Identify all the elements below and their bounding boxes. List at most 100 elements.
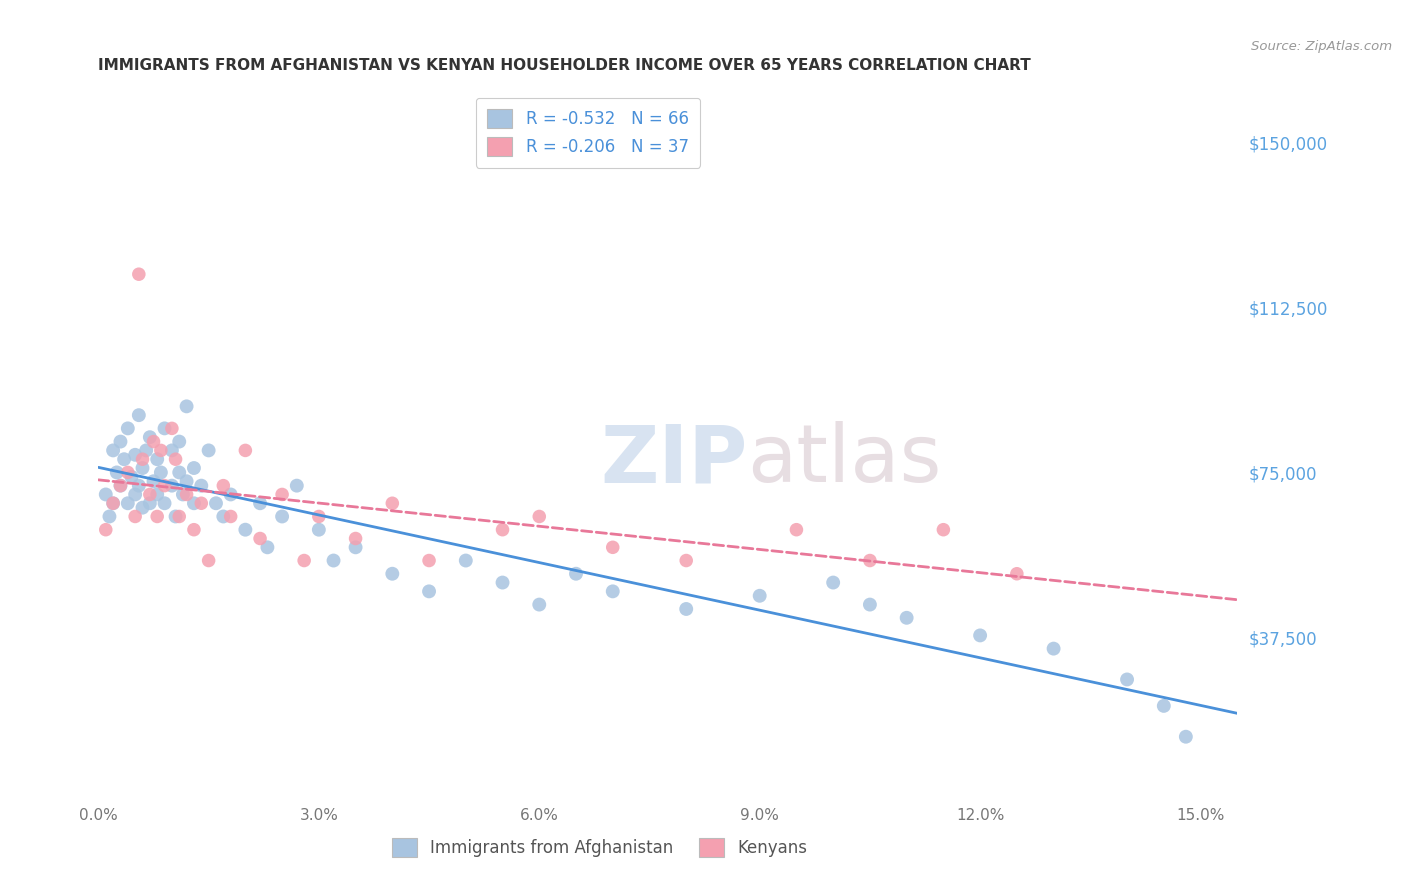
Point xyxy=(160,478,183,492)
Point xyxy=(896,611,918,625)
Point xyxy=(183,496,205,510)
Point xyxy=(675,553,697,567)
Point xyxy=(183,461,205,475)
Point xyxy=(121,470,143,484)
Point xyxy=(167,434,190,449)
Point xyxy=(529,598,551,612)
Point xyxy=(149,466,172,480)
Point xyxy=(1005,566,1028,581)
Point xyxy=(271,487,294,501)
Point xyxy=(322,553,344,567)
Point xyxy=(176,400,198,414)
Text: Source: ZipAtlas.com: Source: ZipAtlas.com xyxy=(1251,40,1392,54)
Point xyxy=(124,509,146,524)
Point xyxy=(197,553,219,567)
Point xyxy=(292,553,315,567)
Point xyxy=(602,584,624,599)
Point xyxy=(117,466,139,480)
Point xyxy=(212,478,235,492)
Point xyxy=(176,487,198,501)
Point xyxy=(153,496,176,510)
Point xyxy=(172,487,194,501)
Point xyxy=(110,478,132,492)
Point xyxy=(418,553,440,567)
Point xyxy=(308,509,330,524)
Point xyxy=(212,509,235,524)
Point xyxy=(344,541,367,555)
Point xyxy=(176,475,198,489)
Point xyxy=(160,421,183,435)
Legend: Immigrants from Afghanistan, Kenyans: Immigrants from Afghanistan, Kenyans xyxy=(384,830,815,866)
Point xyxy=(602,541,624,555)
Point xyxy=(344,532,367,546)
Point xyxy=(249,532,271,546)
Point xyxy=(105,466,128,480)
Point xyxy=(135,443,157,458)
Point xyxy=(131,500,153,515)
Point xyxy=(110,434,132,449)
Point xyxy=(101,443,124,458)
Point xyxy=(183,523,205,537)
Point xyxy=(748,589,770,603)
Point xyxy=(565,566,588,581)
Text: IMMIGRANTS FROM AFGHANISTAN VS KENYAN HOUSEHOLDER INCOME OVER 65 YEARS CORRELATI: IMMIGRANTS FROM AFGHANISTAN VS KENYAN HO… xyxy=(98,58,1031,73)
Point xyxy=(418,584,440,599)
Point xyxy=(785,523,807,537)
Point xyxy=(146,487,169,501)
Point xyxy=(139,496,162,510)
Point xyxy=(859,553,882,567)
Point xyxy=(139,430,162,444)
Text: ZIP: ZIP xyxy=(600,421,748,500)
Point xyxy=(823,575,845,590)
Point xyxy=(101,496,124,510)
Point xyxy=(285,478,308,492)
Point xyxy=(381,496,404,510)
Point xyxy=(454,553,477,567)
Point xyxy=(146,509,169,524)
Point xyxy=(256,541,278,555)
Point xyxy=(491,523,513,537)
Point xyxy=(128,408,150,422)
Point xyxy=(529,509,551,524)
Point xyxy=(149,443,172,458)
Point xyxy=(98,509,121,524)
Point xyxy=(381,566,404,581)
Point xyxy=(1042,641,1064,656)
Point xyxy=(491,575,513,590)
Point xyxy=(969,628,991,642)
Point xyxy=(165,509,187,524)
Point xyxy=(1116,673,1139,687)
Point xyxy=(1153,698,1175,713)
Point xyxy=(124,487,146,501)
Point xyxy=(94,523,117,537)
Point xyxy=(190,478,212,492)
Point xyxy=(160,443,183,458)
Point xyxy=(235,443,257,458)
Point xyxy=(110,478,132,492)
Point xyxy=(249,496,271,510)
Point xyxy=(197,443,219,458)
Point xyxy=(271,509,294,524)
Point xyxy=(235,523,257,537)
Point xyxy=(167,466,190,480)
Point xyxy=(932,523,955,537)
Point xyxy=(117,421,139,435)
Point xyxy=(153,421,176,435)
Point xyxy=(142,434,165,449)
Point xyxy=(146,452,169,467)
Point xyxy=(190,496,212,510)
Point xyxy=(117,496,139,510)
Point xyxy=(205,496,228,510)
Point xyxy=(131,452,153,467)
Point xyxy=(94,487,117,501)
Point xyxy=(308,523,330,537)
Point xyxy=(859,598,882,612)
Point xyxy=(153,478,176,492)
Point xyxy=(675,602,697,616)
Point xyxy=(131,461,153,475)
Point xyxy=(128,267,150,281)
Point xyxy=(128,478,150,492)
Point xyxy=(167,509,190,524)
Point xyxy=(124,448,146,462)
Point xyxy=(219,487,242,501)
